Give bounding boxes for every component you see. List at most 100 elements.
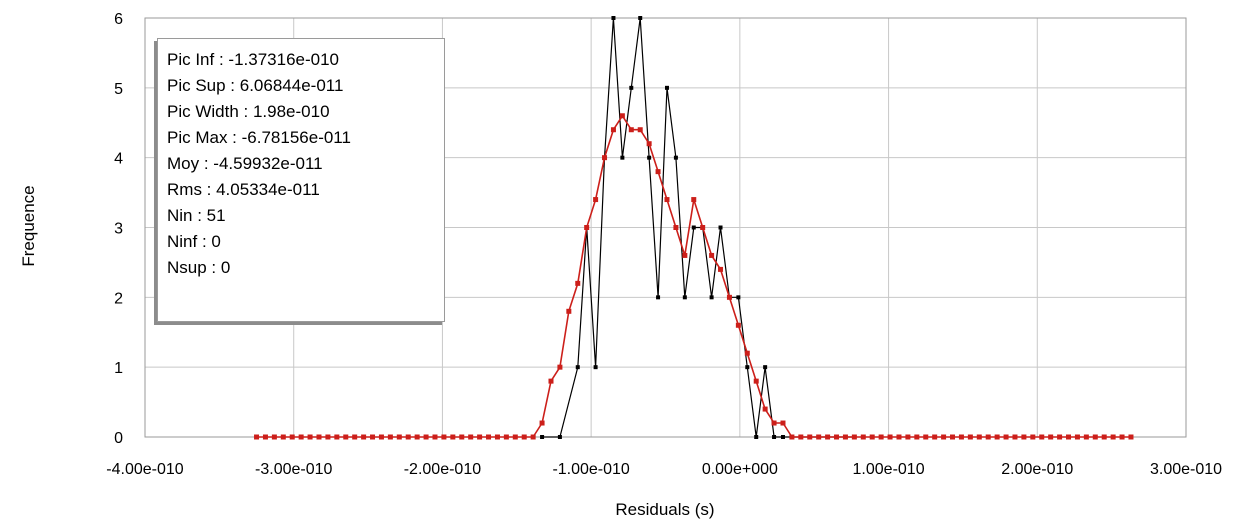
data-point [1119, 434, 1125, 440]
data-point [638, 16, 643, 20]
data-point [744, 350, 750, 356]
data-point [1083, 434, 1089, 440]
data-point [967, 434, 973, 440]
data-point [1110, 434, 1116, 440]
data-point [540, 435, 545, 439]
data-point [575, 280, 581, 286]
data-point [1066, 434, 1072, 440]
series-1 [254, 113, 1134, 440]
data-point [656, 295, 661, 300]
data-point [673, 225, 679, 230]
x-tick-label: 2.00e-010 [1001, 461, 1073, 478]
data-point [763, 365, 768, 370]
data-point [646, 141, 652, 147]
data-point [932, 434, 938, 440]
data-point [923, 434, 929, 440]
data-point [682, 252, 688, 258]
data-point [736, 295, 741, 300]
data-point [593, 365, 598, 370]
data-point [753, 378, 759, 384]
data-point [745, 365, 750, 370]
y-tick-label: 3 [114, 221, 123, 238]
stat-nin: Nin : 51 [167, 206, 226, 225]
data-point [985, 434, 991, 440]
data-point [334, 434, 340, 440]
y-axis: 0 1 2 3 4 5 6 [114, 11, 123, 447]
data-point [780, 435, 785, 439]
data-point [655, 169, 661, 175]
data-point [628, 127, 634, 133]
data-point [584, 225, 590, 230]
data-point [450, 434, 456, 440]
stat-pic-width: Pic Width : 1.98e-010 [167, 102, 330, 121]
data-point [914, 434, 920, 440]
data-point [1092, 434, 1098, 440]
data-point [1057, 434, 1063, 440]
data-point [280, 434, 286, 440]
data-point [664, 197, 670, 203]
data-point [1021, 434, 1027, 440]
data-point [816, 434, 822, 440]
y-tick-label: 2 [114, 290, 123, 307]
y-tick-label: 5 [114, 81, 123, 98]
data-point [289, 434, 295, 440]
data-point [271, 434, 277, 440]
data-point [1012, 434, 1018, 440]
data-point [396, 434, 402, 440]
data-point [254, 434, 260, 440]
data-point [905, 434, 911, 440]
data-point [593, 197, 599, 203]
data-point [343, 434, 349, 440]
data-point [629, 85, 634, 90]
data-point [1030, 434, 1036, 440]
y-tick-label: 4 [114, 151, 123, 168]
data-point [637, 127, 643, 133]
x-tick-label: -1.00e-010 [552, 461, 629, 478]
x-tick-label: 3.00e-010 [1150, 461, 1222, 478]
data-point [512, 434, 518, 440]
stat-rms: Rms : 4.05334e-011 [167, 180, 320, 199]
data-point [825, 434, 831, 440]
data-point [486, 434, 492, 440]
data-point [664, 85, 669, 90]
data-point [423, 434, 429, 440]
data-point [298, 434, 304, 440]
data-point [771, 420, 777, 426]
data-point [619, 113, 625, 119]
data-point [539, 420, 545, 426]
x-tick-label: 0.00e+000 [702, 461, 778, 478]
data-point [941, 434, 947, 440]
data-point [370, 434, 376, 440]
data-point [762, 406, 768, 412]
stat-nsup: Nsup : 0 [167, 258, 231, 277]
data-point [521, 434, 527, 440]
data-point [691, 225, 696, 230]
data-point [851, 434, 857, 440]
data-point [602, 155, 608, 161]
data-point [1003, 434, 1009, 440]
data-point [566, 308, 572, 314]
data-point [557, 364, 563, 370]
data-point [682, 295, 687, 300]
data-point [361, 434, 367, 440]
data-point [503, 434, 509, 440]
data-point [1074, 434, 1080, 440]
data-point [691, 197, 697, 203]
data-point [878, 434, 884, 440]
data-point [530, 434, 536, 440]
data-point [548, 378, 554, 384]
data-point [494, 434, 500, 440]
data-point [325, 434, 331, 440]
x-axis-title: Residuals (s) [615, 500, 714, 519]
x-axis: -4.00e-010 -3.00e-010 -2.00e-010 -1.00e-010… [106, 461, 1222, 478]
data-point [611, 16, 616, 20]
data-point [477, 434, 483, 440]
data-point [387, 434, 393, 440]
stat-ninf: Ninf : 0 [167, 232, 221, 251]
data-point [700, 225, 706, 230]
data-point [432, 434, 438, 440]
y-axis-title: Frequence [19, 185, 38, 266]
data-point [673, 155, 678, 160]
x-tick-label: -2.00e-010 [404, 461, 481, 478]
data-point [834, 434, 840, 440]
